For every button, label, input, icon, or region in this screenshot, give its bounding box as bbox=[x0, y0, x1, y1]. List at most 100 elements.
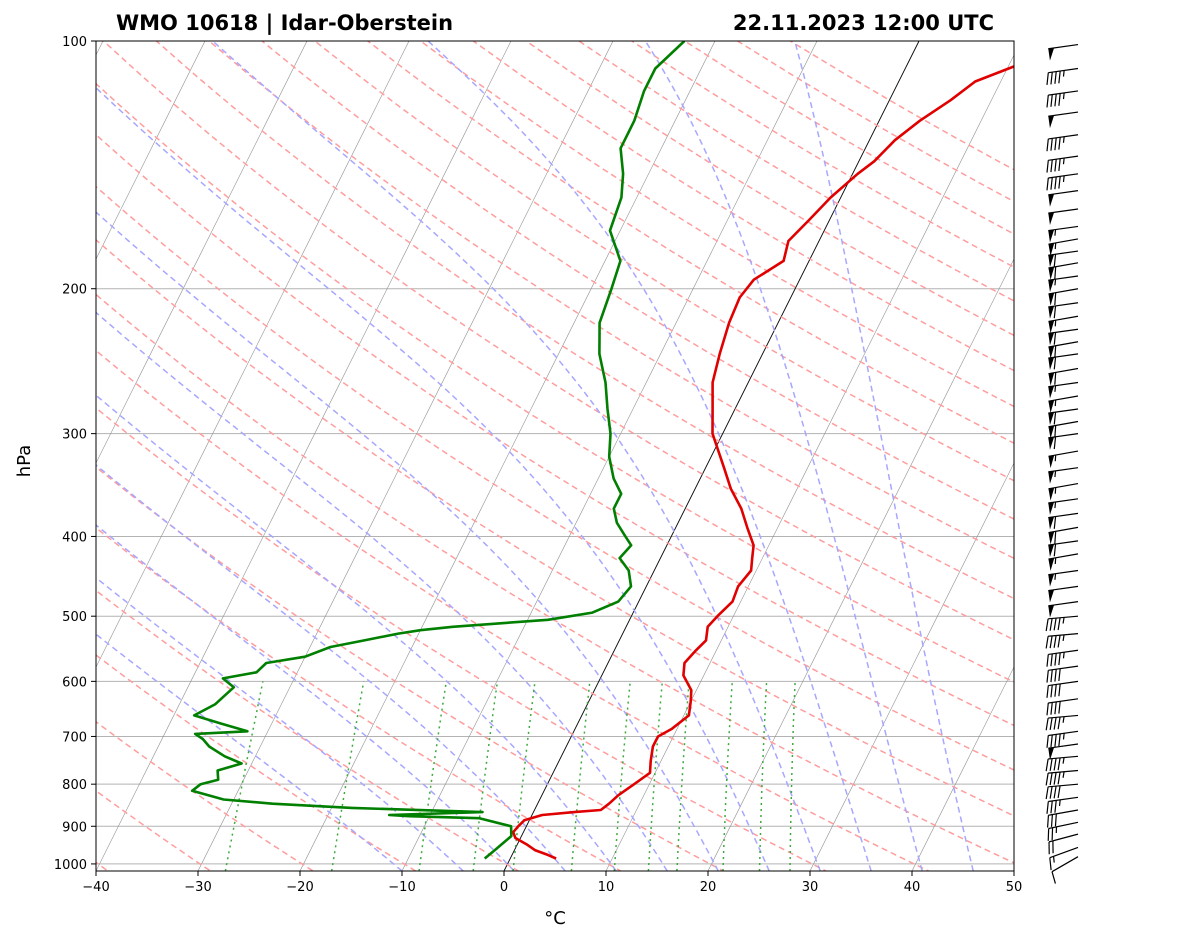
wind-barb-flag bbox=[1048, 229, 1055, 243]
x-tick-label: 50 bbox=[1006, 880, 1023, 895]
wind-barb-staff bbox=[1048, 498, 1079, 504]
wind-barb-feather bbox=[1050, 159, 1053, 173]
wind-barb-feather bbox=[1050, 72, 1053, 85]
wind-barb bbox=[1048, 569, 1079, 587]
wind-barb-flag bbox=[1048, 425, 1055, 439]
wind-barb-feather bbox=[1054, 425, 1057, 438]
wind-barb-feather bbox=[1053, 635, 1057, 648]
wind-barb-flag bbox=[1048, 385, 1055, 399]
mixing-ratio-line bbox=[676, 681, 690, 871]
dry-adiabat bbox=[631, 41, 1014, 269]
dewpoint-profile bbox=[190, 41, 686, 860]
x-tick-label: −30 bbox=[184, 880, 211, 895]
wind-barb-feather bbox=[1050, 684, 1053, 698]
wind-barb-flag bbox=[1048, 544, 1055, 557]
wind-barb-half-feather bbox=[1062, 92, 1065, 100]
dry-adiabat bbox=[737, 41, 1014, 203]
moist-adiabat bbox=[96, 86, 770, 871]
wind-barb-staff bbox=[1048, 90, 1079, 96]
wind-barb-feather bbox=[1050, 177, 1053, 190]
wind-barb-staff bbox=[1048, 67, 1079, 74]
wind-barb bbox=[1051, 856, 1079, 884]
x-tick-label: −10 bbox=[388, 880, 415, 895]
dry-adiabat bbox=[96, 82, 1014, 683]
wind-barb-staff bbox=[1048, 698, 1079, 704]
y-tick-label: 900 bbox=[62, 820, 87, 835]
wind-barb-half-feather bbox=[1062, 733, 1065, 740]
wind-barb bbox=[1048, 743, 1079, 761]
wind-barb-feather bbox=[1054, 684, 1057, 697]
wind-barb-feather bbox=[1054, 800, 1057, 813]
wind-barb-feather bbox=[1046, 72, 1049, 86]
dry-adiabat bbox=[96, 589, 520, 871]
wind-barb-feather bbox=[1053, 356, 1057, 370]
wind-barb-feather bbox=[1046, 177, 1049, 191]
wind-barb-staff bbox=[1048, 649, 1079, 656]
wind-barb bbox=[1048, 328, 1079, 346]
wind-barb-flag bbox=[1048, 502, 1055, 515]
mixing-ratio-line bbox=[722, 681, 734, 871]
wind-barb bbox=[1046, 134, 1079, 152]
wind-barb-half-feather bbox=[1062, 175, 1065, 182]
wind-barb-flag bbox=[1048, 306, 1055, 319]
dry-adiabat bbox=[96, 789, 212, 871]
wind-barb-feather bbox=[1058, 683, 1061, 697]
moist-adiabat bbox=[96, 524, 515, 871]
x-tick-label: 40 bbox=[904, 880, 921, 895]
wind-barb-flag bbox=[1048, 292, 1055, 306]
x-tick-label: 30 bbox=[802, 880, 819, 895]
wind-barb bbox=[1048, 353, 1079, 370]
wind-barb-staff bbox=[1048, 433, 1079, 439]
wind-barb-feather bbox=[1050, 138, 1053, 151]
y-tick-label: 800 bbox=[62, 778, 87, 793]
wind-barb-staff bbox=[1048, 665, 1079, 671]
wind-barb-feather bbox=[1051, 871, 1056, 884]
dry-adiabat bbox=[525, 41, 1014, 337]
wind-barb bbox=[1045, 769, 1079, 786]
chart-title-station: WMO 10618 | Idar-Oberstein bbox=[116, 11, 453, 36]
dry-adiabat bbox=[578, 41, 1014, 302]
moist-adiabat bbox=[212, 41, 821, 871]
wind-barb-feather bbox=[1049, 618, 1053, 631]
wind-barb-staff bbox=[1048, 275, 1079, 281]
wind-barb bbox=[1045, 615, 1079, 632]
dry-adiabat bbox=[314, 41, 1014, 482]
plot-frame bbox=[95, 40, 1015, 872]
wind-barb-feather bbox=[1053, 332, 1057, 345]
isotherm bbox=[605, 54, 1014, 871]
mixing-ratio-line bbox=[789, 681, 796, 871]
wind-barb-half-feather bbox=[1054, 385, 1057, 392]
wind-barb-flag bbox=[1048, 531, 1055, 545]
wind-barb-feather bbox=[1057, 757, 1061, 771]
isotherm bbox=[299, 41, 716, 871]
wind-barb-flag bbox=[1048, 357, 1055, 370]
wind-barb-feather bbox=[1058, 652, 1061, 666]
wind-barb-feather bbox=[1054, 176, 1057, 190]
wind-barb bbox=[1046, 649, 1079, 667]
wind-barb-flag bbox=[1048, 243, 1055, 256]
wind-barb-staff bbox=[1048, 569, 1079, 576]
wind-barb-half-feather bbox=[1054, 470, 1057, 478]
wind-barb-flag bbox=[1048, 573, 1055, 587]
wind-barb-staff bbox=[1048, 353, 1079, 359]
wind-barb bbox=[1048, 450, 1079, 469]
wind-barb bbox=[1048, 208, 1079, 226]
temperature-profile bbox=[511, 65, 1014, 860]
wind-barb-staff bbox=[1048, 833, 1079, 843]
wind-barb-feather bbox=[1046, 670, 1049, 683]
wind-barb-flag bbox=[1048, 115, 1055, 129]
wind-barb-feather bbox=[1058, 93, 1061, 106]
isotherm bbox=[503, 41, 920, 871]
chart-title-datetime: 22.11.2023 12:00 UTC bbox=[733, 11, 994, 35]
wind-barb bbox=[1048, 833, 1079, 855]
x-axis-label: °C bbox=[544, 908, 566, 929]
wind-barb-staff bbox=[1048, 585, 1079, 592]
dry-adiabat bbox=[155, 41, 1014, 600]
wind-barb-flag bbox=[1048, 266, 1055, 280]
wind-barb-feather bbox=[1049, 772, 1053, 786]
wind-barb-feather bbox=[1053, 412, 1057, 425]
isotherm bbox=[809, 462, 1014, 871]
dry-adiabat bbox=[96, 654, 418, 871]
mixing-ratio-line bbox=[224, 681, 264, 871]
